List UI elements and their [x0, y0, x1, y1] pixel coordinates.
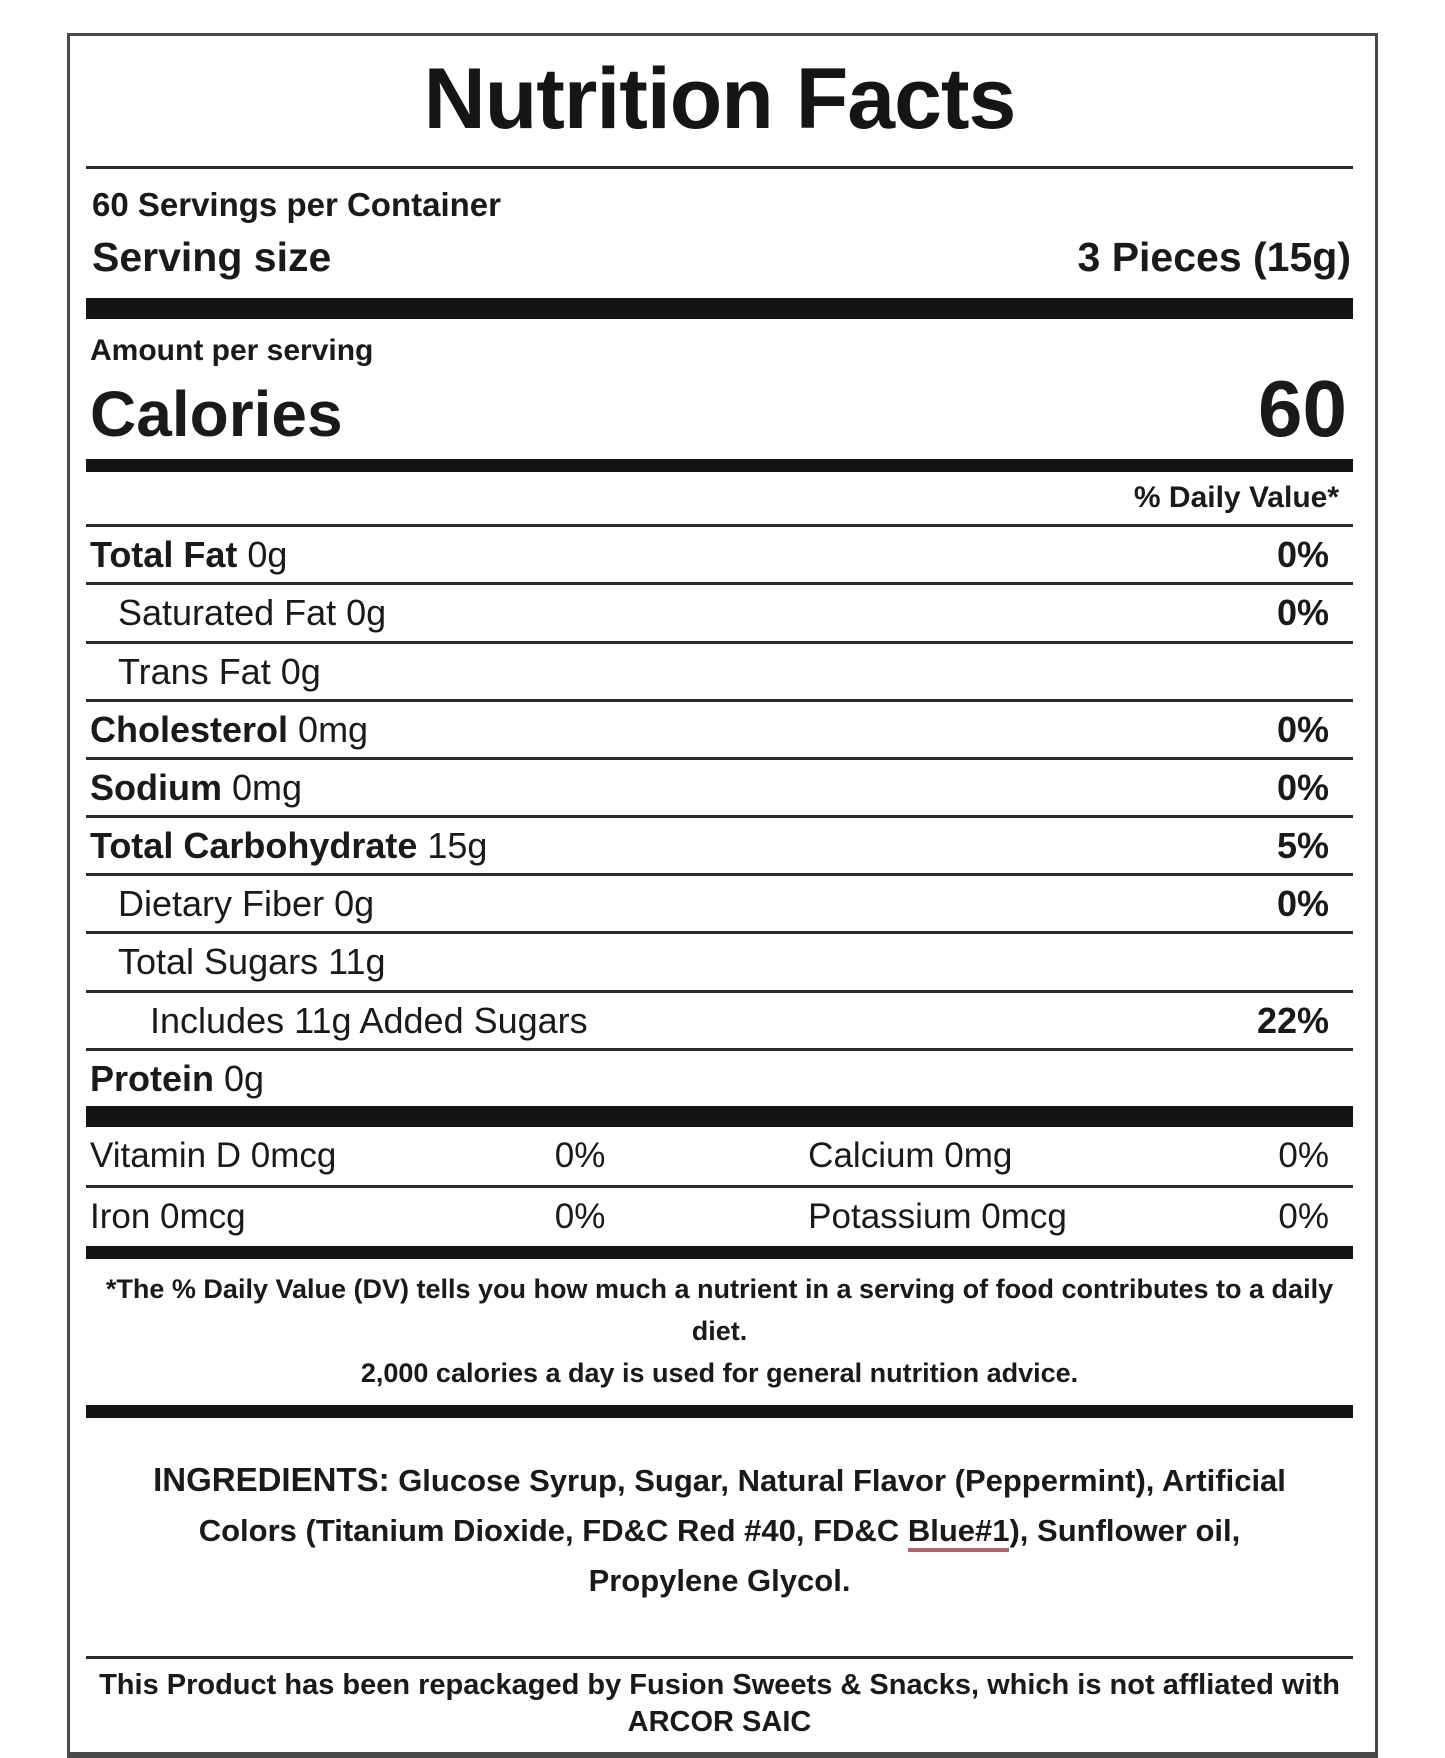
repackaging-disclaimer-section: This Product has been repackaged by Fusi…: [86, 1655, 1353, 1752]
micronutrient-row-1: Vitamin D 0mcg 0% Calcium 0mg 0%: [86, 1127, 1353, 1185]
daily-value-footnote: *The % Daily Value (DV) tells you how mu…: [86, 1259, 1353, 1405]
nutrient-name: Protein: [90, 1057, 215, 1099]
nutrient-dv: 0%: [1276, 534, 1329, 576]
micronutrient-dv: 0%: [1278, 1136, 1329, 1176]
micronutrient-name: Potassium 0mcg: [808, 1197, 1067, 1237]
nutrient-dv: 0%: [1276, 708, 1329, 750]
nutrient-name: Trans Fat: [118, 650, 271, 692]
nutrition-facts-label: Nutrition Facts 60 Servings per Containe…: [67, 33, 1378, 1758]
nutrient-name: Total Fat: [90, 534, 238, 576]
nutrient-row-total-fat: Total Fat 0g 0%: [86, 527, 1353, 586]
nutrient-name: Total Carbohydrate: [90, 825, 418, 867]
repackaging-disclaimer: This Product has been repackaged by Fusi…: [99, 1668, 1340, 1739]
micronutrient-dv: 0%: [554, 1136, 606, 1176]
nutrient-amount: 15g: [427, 825, 488, 867]
divider-bar-thick: [86, 297, 1353, 319]
divider-bar-thick: [86, 1106, 1353, 1128]
nutrient-amount: 0g: [224, 1057, 265, 1099]
nutrient-dv: 0%: [1276, 766, 1329, 808]
nutrient-dv: 0%: [1276, 883, 1329, 925]
divider-bar-medium: [86, 459, 1353, 473]
nutrient-name: Cholesterol: [90, 708, 289, 750]
footnote-line-2: 2,000 calories a day is used for general…: [360, 1357, 1079, 1388]
nutrient-amount: 0g: [247, 534, 288, 576]
footnote-line-1: *The % Daily Value (DV) tells you how mu…: [105, 1274, 1334, 1346]
nutrient-row-protein: Protein 0g: [86, 1051, 1353, 1106]
micronutrient-dv: 0%: [1278, 1197, 1329, 1237]
serving-size-label: Serving size: [92, 233, 332, 280]
nutrient-amount: 0g: [346, 592, 387, 634]
micronutrient-name: Calcium 0mg: [808, 1136, 1013, 1176]
calories-row: Calories 60: [86, 363, 1353, 459]
micronutrient-dv: 0%: [554, 1197, 606, 1237]
ingredients-section: INGREDIENTS: Glucose Syrup, Sugar, Natur…: [86, 1418, 1353, 1612]
nutrient-name: Sodium: [90, 766, 222, 808]
micronutrient-name: Vitamin D 0mcg: [90, 1136, 337, 1176]
nutrient-row-cholesterol: Cholesterol 0mg 0%: [86, 702, 1353, 760]
divider-bar-medium: [86, 1246, 1353, 1260]
nutrient-row-dietary-fiber: Dietary Fiber 0g 0%: [86, 876, 1353, 935]
nutrient-row-saturated-fat: Saturated Fat 0g 0%: [86, 585, 1353, 644]
nutrient-row-total-sugars: Total Sugars 11g: [86, 934, 1353, 993]
micronutrient-divider: [86, 1185, 1353, 1189]
nutrient-name: Total Sugars: [118, 941, 319, 983]
serving-size-row: Serving size 3 Pieces (15g): [86, 233, 1353, 298]
nutrient-name: Dietary Fiber: [118, 883, 325, 925]
divider-bar-medium: [86, 1404, 1353, 1418]
calories-label: Calories: [90, 377, 343, 450]
nutrient-amount: 0mg: [298, 708, 369, 750]
nutrient-amount: 0g: [280, 650, 321, 692]
nutrient-row-added-sugars: Includes 11g Added Sugars 22%: [86, 993, 1353, 1051]
nutrient-dv: 5%: [1276, 825, 1329, 867]
nutrient-row-trans-fat: Trans Fat 0g: [86, 644, 1353, 702]
nutrient-name: Includes 11g Added Sugars: [150, 999, 588, 1041]
nutrient-row-total-carbohydrate: Total Carbohydrate 15g 5%: [86, 818, 1353, 877]
nutrient-dv: 22%: [1256, 999, 1329, 1041]
nutrient-dv: 0%: [1276, 592, 1329, 634]
serving-size-value: 3 Pieces (15g): [1077, 233, 1352, 280]
servings-per-container: 60 Servings per Container: [92, 186, 501, 223]
daily-value-header: % Daily Value*: [86, 472, 1353, 528]
nutrient-amount: 0g: [334, 883, 375, 925]
nutrient-amount: 0mg: [232, 766, 303, 808]
nutrient-name: Saturated Fat: [118, 592, 337, 634]
calories-value: 60: [1258, 363, 1347, 453]
nutrient-amount: 11g: [328, 941, 386, 983]
title-divider: [86, 166, 1353, 169]
ingredients-text-blue1: Blue#1: [907, 1513, 1010, 1553]
nutrient-row-sodium: Sodium 0mg 0%: [86, 760, 1353, 819]
amount-per-serving-label: Amount per serving: [90, 333, 374, 367]
ingredients-label: INGREDIENTS:: [153, 1460, 390, 1498]
micronutrient-name: Iron 0mcg: [90, 1197, 246, 1237]
micronutrient-row-2: Iron 0mcg 0% Potassium 0mcg 0%: [86, 1188, 1353, 1246]
label-title: Nutrition Facts: [423, 51, 1017, 147]
